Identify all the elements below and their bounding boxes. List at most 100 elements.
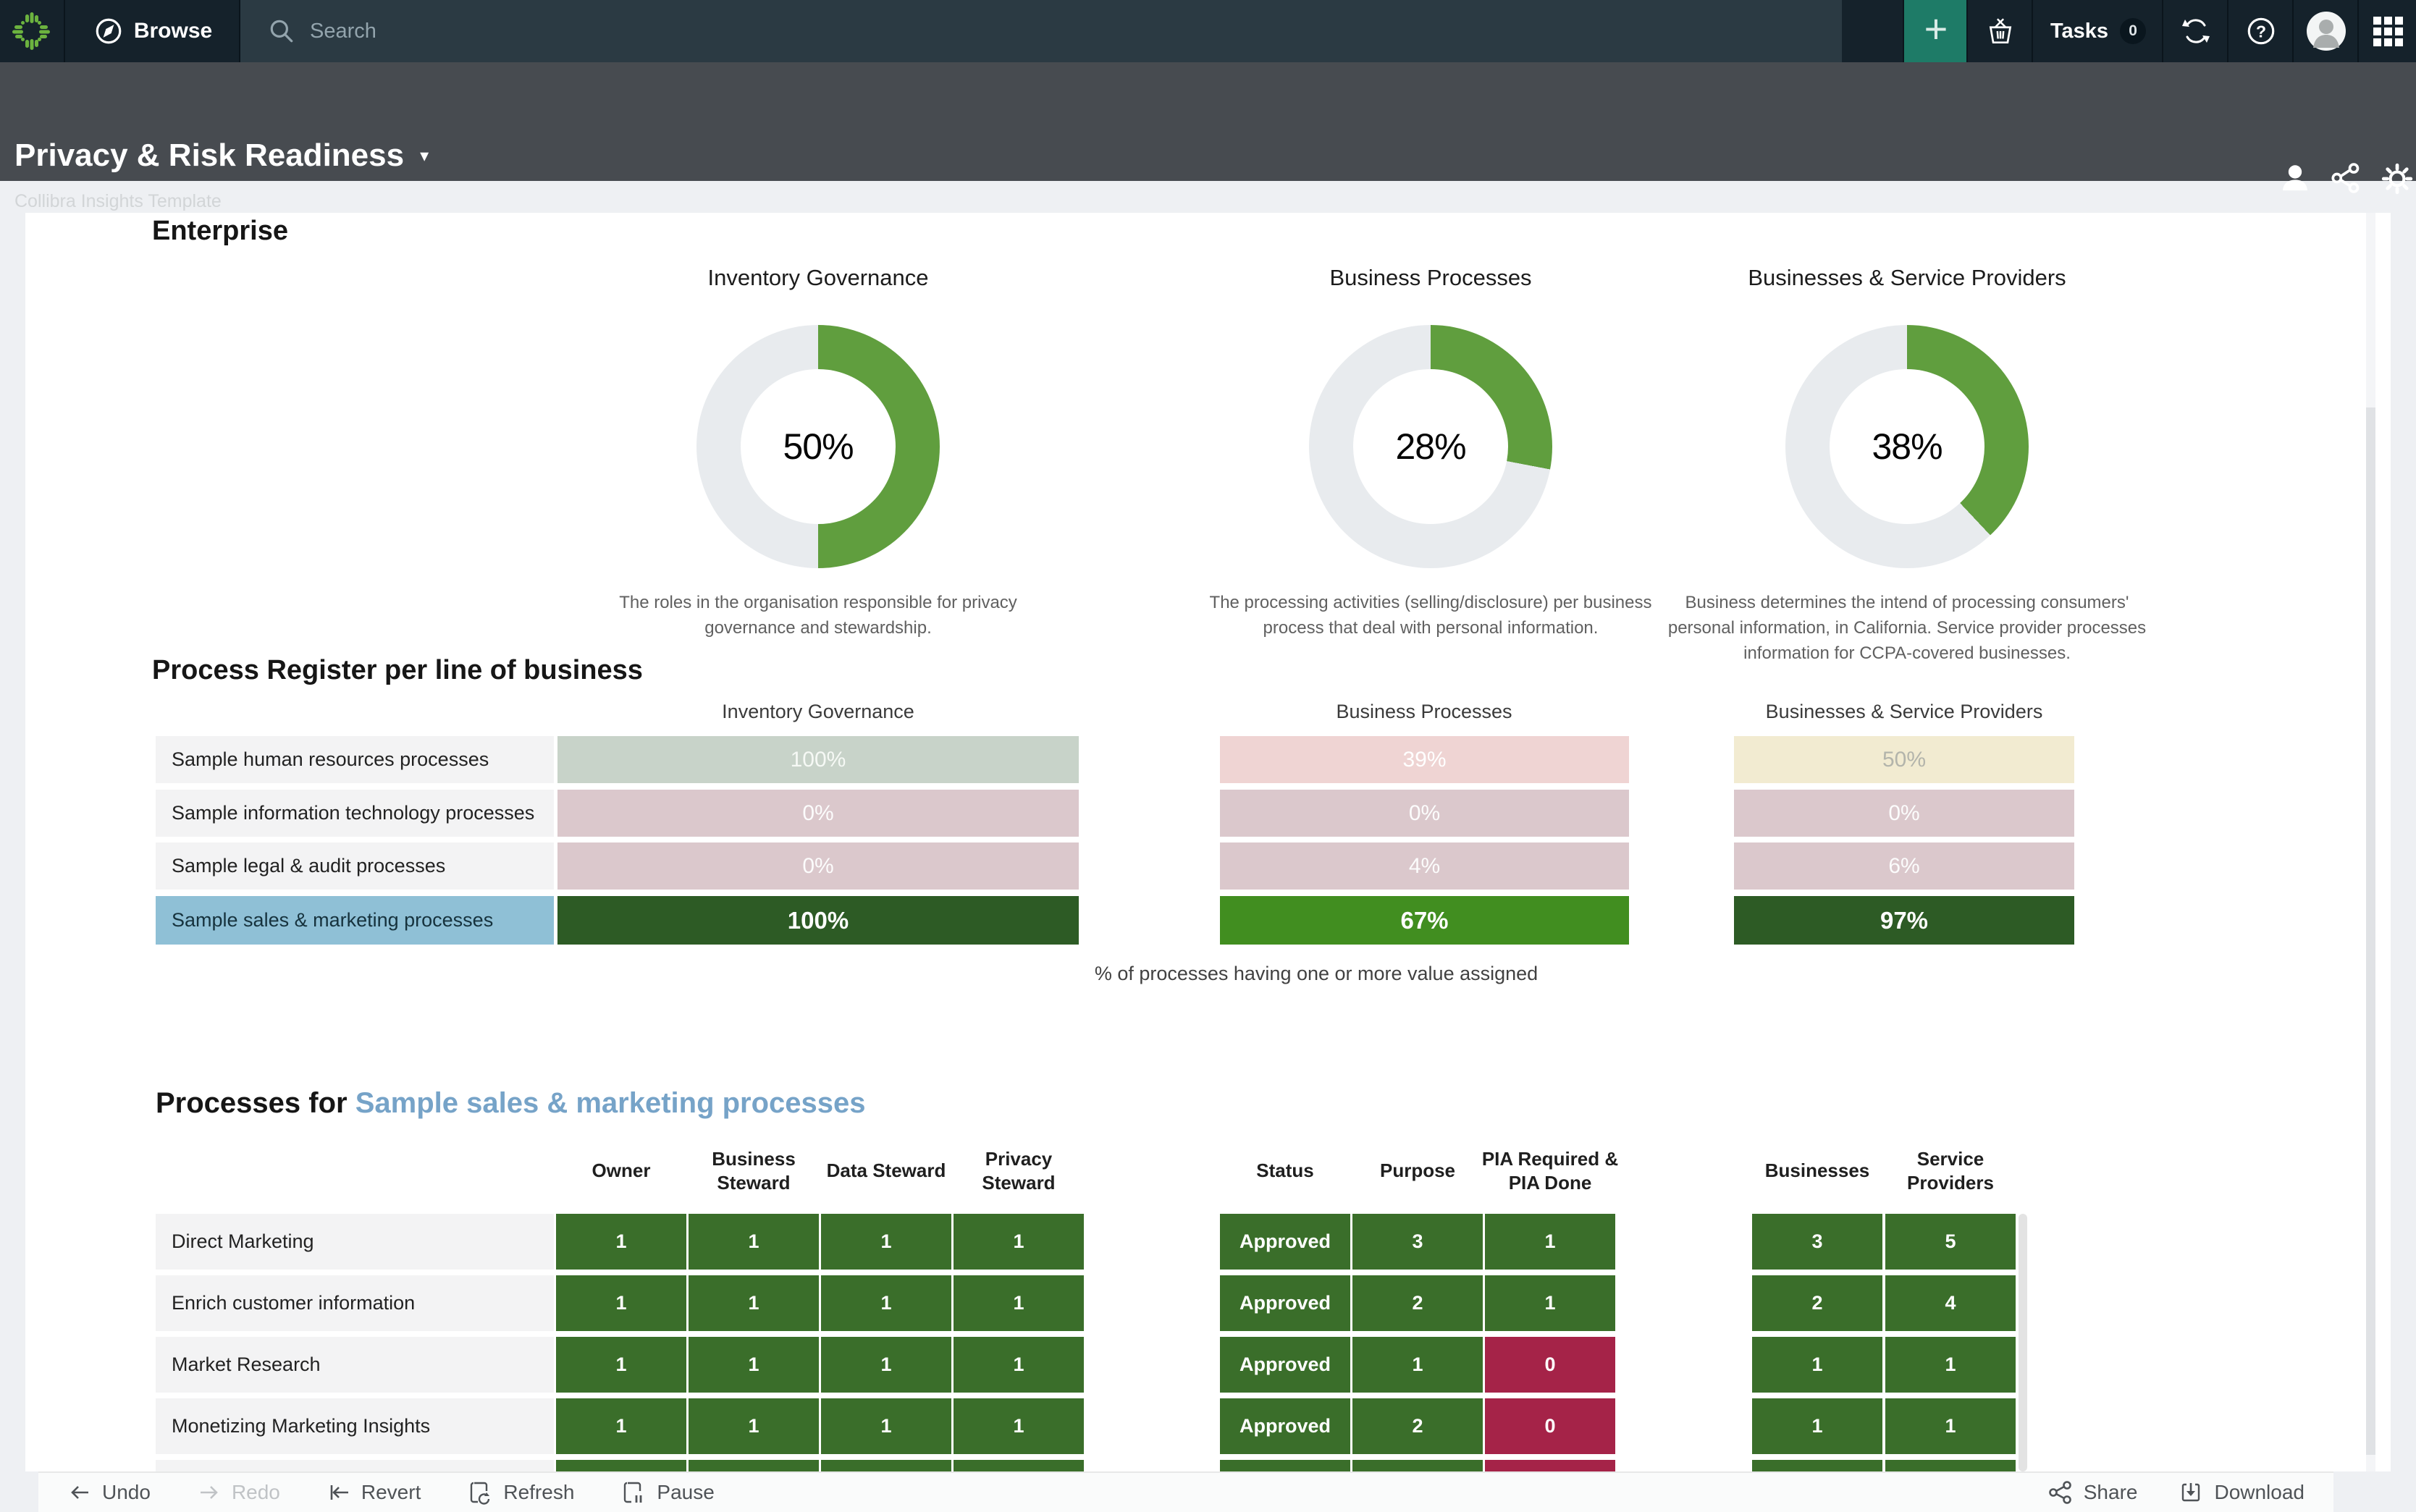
register-cell[interactable]: 100%: [557, 736, 1079, 783]
process-row-label[interactable]: [156, 1460, 554, 1471]
register-cell[interactable]: 0%: [1734, 790, 2074, 837]
processes-column-header: Businesses: [1764, 1160, 1870, 1182]
pause-button[interactable]: Pause: [620, 1479, 715, 1505]
shopping-basket-button[interactable]: [1966, 0, 2033, 62]
process-cell[interactable]: 1: [689, 1214, 819, 1270]
redo-button[interactable]: Redo: [197, 1480, 280, 1505]
process-cell[interactable]: 2: [1752, 1275, 1882, 1331]
create-button[interactable]: +: [1903, 0, 1968, 62]
register-cell[interactable]: 0%: [1220, 790, 1629, 837]
process-cell[interactable]: 1: [1752, 1337, 1882, 1393]
process-cell[interactable]: [821, 1460, 951, 1471]
selected-line-of-business-link[interactable]: Sample sales & marketing processes: [355, 1087, 866, 1119]
compass-icon: [96, 18, 122, 44]
dashboard-scrollbar-thumb[interactable]: [2366, 407, 2375, 1455]
process-cell[interactable]: 5: [1885, 1214, 2016, 1270]
process-cell[interactable]: 1: [1885, 1398, 2016, 1454]
share-dashboard-button[interactable]: [2330, 162, 2362, 198]
process-cell[interactable]: 1: [689, 1398, 819, 1454]
process-row-label[interactable]: Direct Marketing: [156, 1214, 554, 1270]
user-avatar[interactable]: [2292, 0, 2359, 62]
process-cell[interactable]: 0: [1485, 1337, 1615, 1393]
register-cell[interactable]: 100%: [557, 896, 1079, 945]
process-row-label[interactable]: Enrich customer information: [156, 1275, 554, 1331]
settings-button[interactable]: [2381, 162, 2414, 199]
sync-button[interactable]: [2162, 0, 2228, 62]
dashboard-title-dropdown[interactable]: Privacy & Risk Readiness ▾: [14, 138, 429, 174]
process-cell[interactable]: 1: [1752, 1398, 1882, 1454]
register-column-header: Businesses & Service Providers: [1765, 701, 2043, 722]
donut-chart-business-processes: [1309, 325, 1552, 568]
register-row-label[interactable]: Sample human resources processes: [156, 736, 554, 783]
register-cell[interactable]: 4%: [1220, 842, 1629, 890]
register-cell[interactable]: 97%: [1734, 896, 2074, 945]
process-cell[interactable]: Approved: [1220, 1275, 1350, 1331]
process-cell[interactable]: [1752, 1460, 1882, 1471]
help-button[interactable]: ?: [2227, 0, 2294, 62]
process-cell[interactable]: 4: [1885, 1275, 2016, 1331]
refresh-button[interactable]: Refresh: [467, 1479, 574, 1505]
revert-button[interactable]: Revert: [327, 1480, 421, 1505]
download-button[interactable]: Download: [2178, 1479, 2305, 1505]
user-permissions-button[interactable]: [2279, 162, 2311, 198]
process-cell[interactable]: 1: [954, 1214, 1084, 1270]
process-cell[interactable]: [689, 1460, 819, 1471]
donut-title: Businesses & Service Providers: [1748, 265, 2066, 290]
undo-button[interactable]: Undo: [67, 1480, 151, 1505]
register-cell[interactable]: 0%: [557, 842, 1079, 890]
process-cell[interactable]: 0: [1485, 1398, 1615, 1454]
process-cell[interactable]: 1: [556, 1337, 686, 1393]
process-cell[interactable]: 1: [954, 1275, 1084, 1331]
process-cell[interactable]: 1: [1485, 1214, 1615, 1270]
share-button[interactable]: Share: [2047, 1479, 2137, 1505]
process-cell[interactable]: 3: [1752, 1214, 1882, 1270]
register-row-label[interactable]: Sample sales & marketing processes: [156, 896, 554, 945]
process-cell[interactable]: 1: [821, 1398, 951, 1454]
register-cell[interactable]: 6%: [1734, 842, 2074, 890]
tasks-button[interactable]: Tasks 0: [2032, 0, 2163, 62]
process-cell[interactable]: 1: [1485, 1275, 1615, 1331]
process-cell[interactable]: 1: [556, 1275, 686, 1331]
process-cell[interactable]: 1: [821, 1337, 951, 1393]
process-cell[interactable]: 1: [556, 1398, 686, 1454]
process-row-label[interactable]: Market Research: [156, 1337, 554, 1393]
table-scrollbar[interactable]: [2019, 1214, 2027, 1471]
process-cell[interactable]: 1: [821, 1214, 951, 1270]
process-cell[interactable]: 1: [821, 1275, 951, 1331]
search-input[interactable]: [308, 18, 746, 44]
process-cell[interactable]: [1485, 1460, 1615, 1471]
register-cell[interactable]: 67%: [1220, 896, 1629, 945]
register-row-label[interactable]: Sample information technology processes: [156, 790, 554, 837]
register-row-label[interactable]: Sample legal & audit processes: [156, 842, 554, 890]
process-cell[interactable]: 1: [556, 1214, 686, 1270]
process-cell[interactable]: 3: [1352, 1214, 1483, 1270]
search-bar[interactable]: [239, 0, 1842, 62]
process-cell[interactable]: 2: [1352, 1398, 1483, 1454]
process-cell[interactable]: Approved: [1220, 1398, 1350, 1454]
process-cell[interactable]: 1: [689, 1337, 819, 1393]
apps-menu-button[interactable]: [2357, 0, 2416, 62]
process-cell[interactable]: 1: [954, 1398, 1084, 1454]
process-cell[interactable]: [1352, 1460, 1483, 1471]
process-cell[interactable]: 1: [954, 1337, 1084, 1393]
process-cell[interactable]: [954, 1460, 1084, 1471]
register-column-header: Business Processes: [1336, 701, 1512, 722]
process-cell[interactable]: [1220, 1460, 1350, 1471]
process-cell[interactable]: 1: [1885, 1337, 2016, 1393]
browse-tab[interactable]: Browse: [64, 0, 240, 62]
process-cell[interactable]: 2: [1352, 1275, 1483, 1331]
tasks-count-badge: 0: [2120, 18, 2147, 44]
process-cell[interactable]: [556, 1460, 686, 1471]
collibra-logo[interactable]: [0, 0, 62, 62]
register-cell[interactable]: 0%: [557, 790, 1079, 837]
user-icon: [2282, 165, 2308, 191]
register-cell[interactable]: 50%: [1734, 736, 2074, 783]
process-cell[interactable]: 1: [689, 1275, 819, 1331]
process-cell[interactable]: Approved: [1220, 1337, 1350, 1393]
process-cell[interactable]: 1: [1352, 1337, 1483, 1393]
process-cell[interactable]: [1885, 1460, 2016, 1471]
process-cell[interactable]: Approved: [1220, 1214, 1350, 1270]
register-cell[interactable]: 39%: [1220, 736, 1629, 783]
process-row-label[interactable]: Monetizing Marketing Insights: [156, 1398, 554, 1454]
